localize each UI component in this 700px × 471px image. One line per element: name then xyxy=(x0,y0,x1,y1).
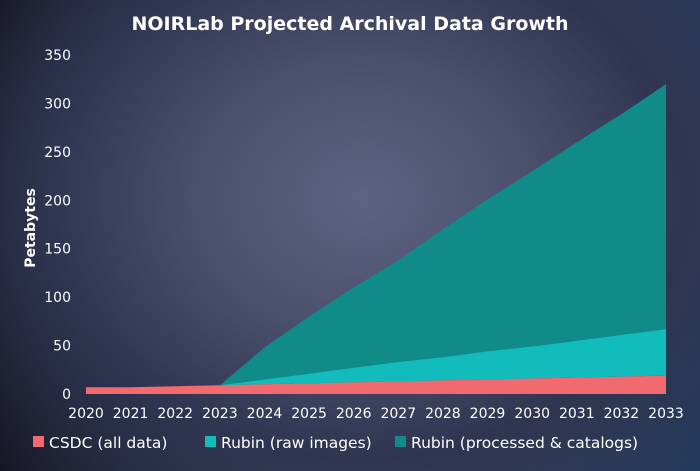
x-tick-label: 2023 xyxy=(202,406,238,422)
y-axis-label: Petabytes xyxy=(23,188,39,268)
x-tick-label: 2031 xyxy=(559,406,595,422)
x-tick-label: 2029 xyxy=(470,406,506,422)
x-tick-label: 2022 xyxy=(157,406,193,422)
legend: CSDC (all data) Rubin (raw images) Rubin (… xyxy=(33,434,638,452)
area-rubin-processed-catalogs xyxy=(86,84,666,388)
x-tick-label: 2020 xyxy=(68,406,104,422)
legend-swatch xyxy=(205,436,216,447)
x-tick-label: 2030 xyxy=(514,406,550,422)
area-layers xyxy=(86,84,666,394)
legend-swatch xyxy=(395,436,406,447)
area-rubin-raw-images xyxy=(86,329,666,388)
y-tick-label: 200 xyxy=(44,193,71,209)
x-axis-ticks: 2020 2021 2022 2023 2024 2025 2026 2027 2028 2029… xyxy=(68,406,684,422)
x-tick-label: 2026 xyxy=(336,406,372,422)
x-tick-label: 2033 xyxy=(648,406,684,422)
y-tick-label: 300 xyxy=(44,96,71,112)
x-tick-label: 2024 xyxy=(247,406,283,422)
legend-label: Rubin (raw images) xyxy=(221,434,372,452)
x-tick-label: 2032 xyxy=(604,406,640,422)
x-tick-label: 2027 xyxy=(380,406,416,422)
y-tick-label: 350 xyxy=(44,48,71,64)
y-tick-label: 100 xyxy=(44,290,71,306)
y-axis-ticks: 0 50 100 150 200 250 300 350 xyxy=(44,48,71,403)
legend-swatch xyxy=(33,436,44,447)
y-tick-label: 250 xyxy=(44,145,71,161)
x-tick-label: 2021 xyxy=(113,406,149,422)
legend-label: CSDC (all data) xyxy=(49,434,167,452)
y-tick-label: 0 xyxy=(62,387,71,403)
legend-label: Rubin (processed & catalogs) xyxy=(411,434,638,452)
chart-title: NOIRLab Projected Archival Data Growth xyxy=(131,13,568,35)
x-tick-label: 2025 xyxy=(291,406,327,422)
x-tick-label: 2028 xyxy=(425,406,461,422)
y-tick-label: 150 xyxy=(44,242,71,258)
y-tick-label: 50 xyxy=(53,339,71,355)
area-csdc-all-data xyxy=(86,375,666,394)
